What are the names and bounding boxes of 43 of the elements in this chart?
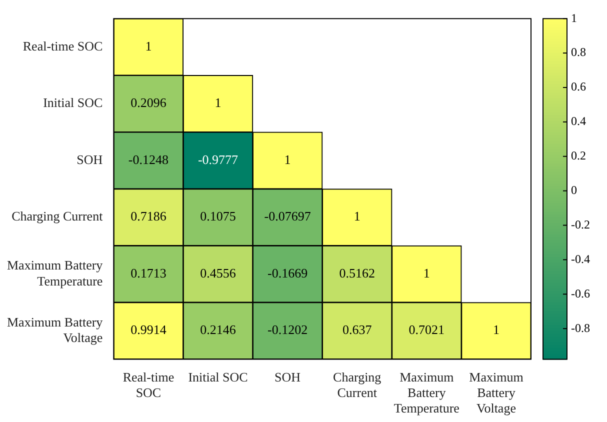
data-label: 1 — [354, 208, 360, 224]
x-tick-label: Maximum Battery Voltage — [469, 369, 524, 416]
color-bar-label: -0.6 — [571, 286, 590, 300]
x-tick-label: Maximum Battery Temperature — [394, 369, 460, 416]
data-label: 0.1713 — [130, 265, 166, 280]
data-label: 0.7186 — [130, 208, 167, 224]
color-bar-label: -0.8 — [571, 320, 590, 335]
data-label: 0.637 — [342, 322, 372, 338]
data-label: 1 — [423, 265, 430, 280]
color-bar-label: -0.4 — [571, 252, 590, 266]
y-tick-label: Maximum Battery Voltage — [6, 314, 104, 346]
data-label: -0.1202 — [268, 322, 308, 338]
data-label: -0.07697 — [264, 208, 312, 224]
color-bar-label: 0.8 — [571, 45, 586, 60]
data-label: 0.4556 — [200, 265, 236, 280]
data-label: 0.7021 — [408, 322, 445, 338]
color-bar-label: 0.6 — [571, 80, 586, 94]
y-tick-label: Real-time SOC — [22, 38, 103, 54]
y-tick-label: Maximum Battery Temperature — [6, 258, 104, 288]
data-label: 0.5162 — [339, 265, 375, 280]
color-bar-label: 0.2 — [571, 148, 586, 163]
data-label: 0.2096 — [130, 95, 167, 110]
x-tick-label: SOH — [274, 369, 301, 384]
data-label: -0.9777 — [198, 152, 239, 167]
data-label: 1 — [214, 95, 222, 110]
x-tick-label: Charging Current — [333, 369, 382, 400]
color-bar-label: 1 — [571, 10, 577, 25]
y-tick-label: Charging Current — [12, 208, 104, 224]
color-bar-label: 0 — [571, 182, 577, 197]
data-label: 1 — [492, 322, 500, 338]
data-label: 0.2146 — [200, 322, 236, 338]
y-tick-label: SOH — [76, 152, 103, 167]
data-label: 0.1075 — [200, 208, 236, 224]
y-tick-label: Initial SOC — [43, 95, 103, 110]
color-bar-label: -0.2 — [571, 217, 590, 232]
data-label: 0.9914 — [130, 322, 167, 338]
color-bar-label: 0.4 — [571, 114, 586, 128]
data-label: 1 — [145, 38, 152, 54]
data-label: -0.1248 — [128, 152, 168, 167]
data-label: 1 — [284, 152, 291, 167]
x-tick-label: Initial SOC — [188, 369, 248, 384]
data-label: -0.1669 — [268, 265, 308, 280]
x-tick-label: Real-time SOC — [122, 369, 174, 400]
